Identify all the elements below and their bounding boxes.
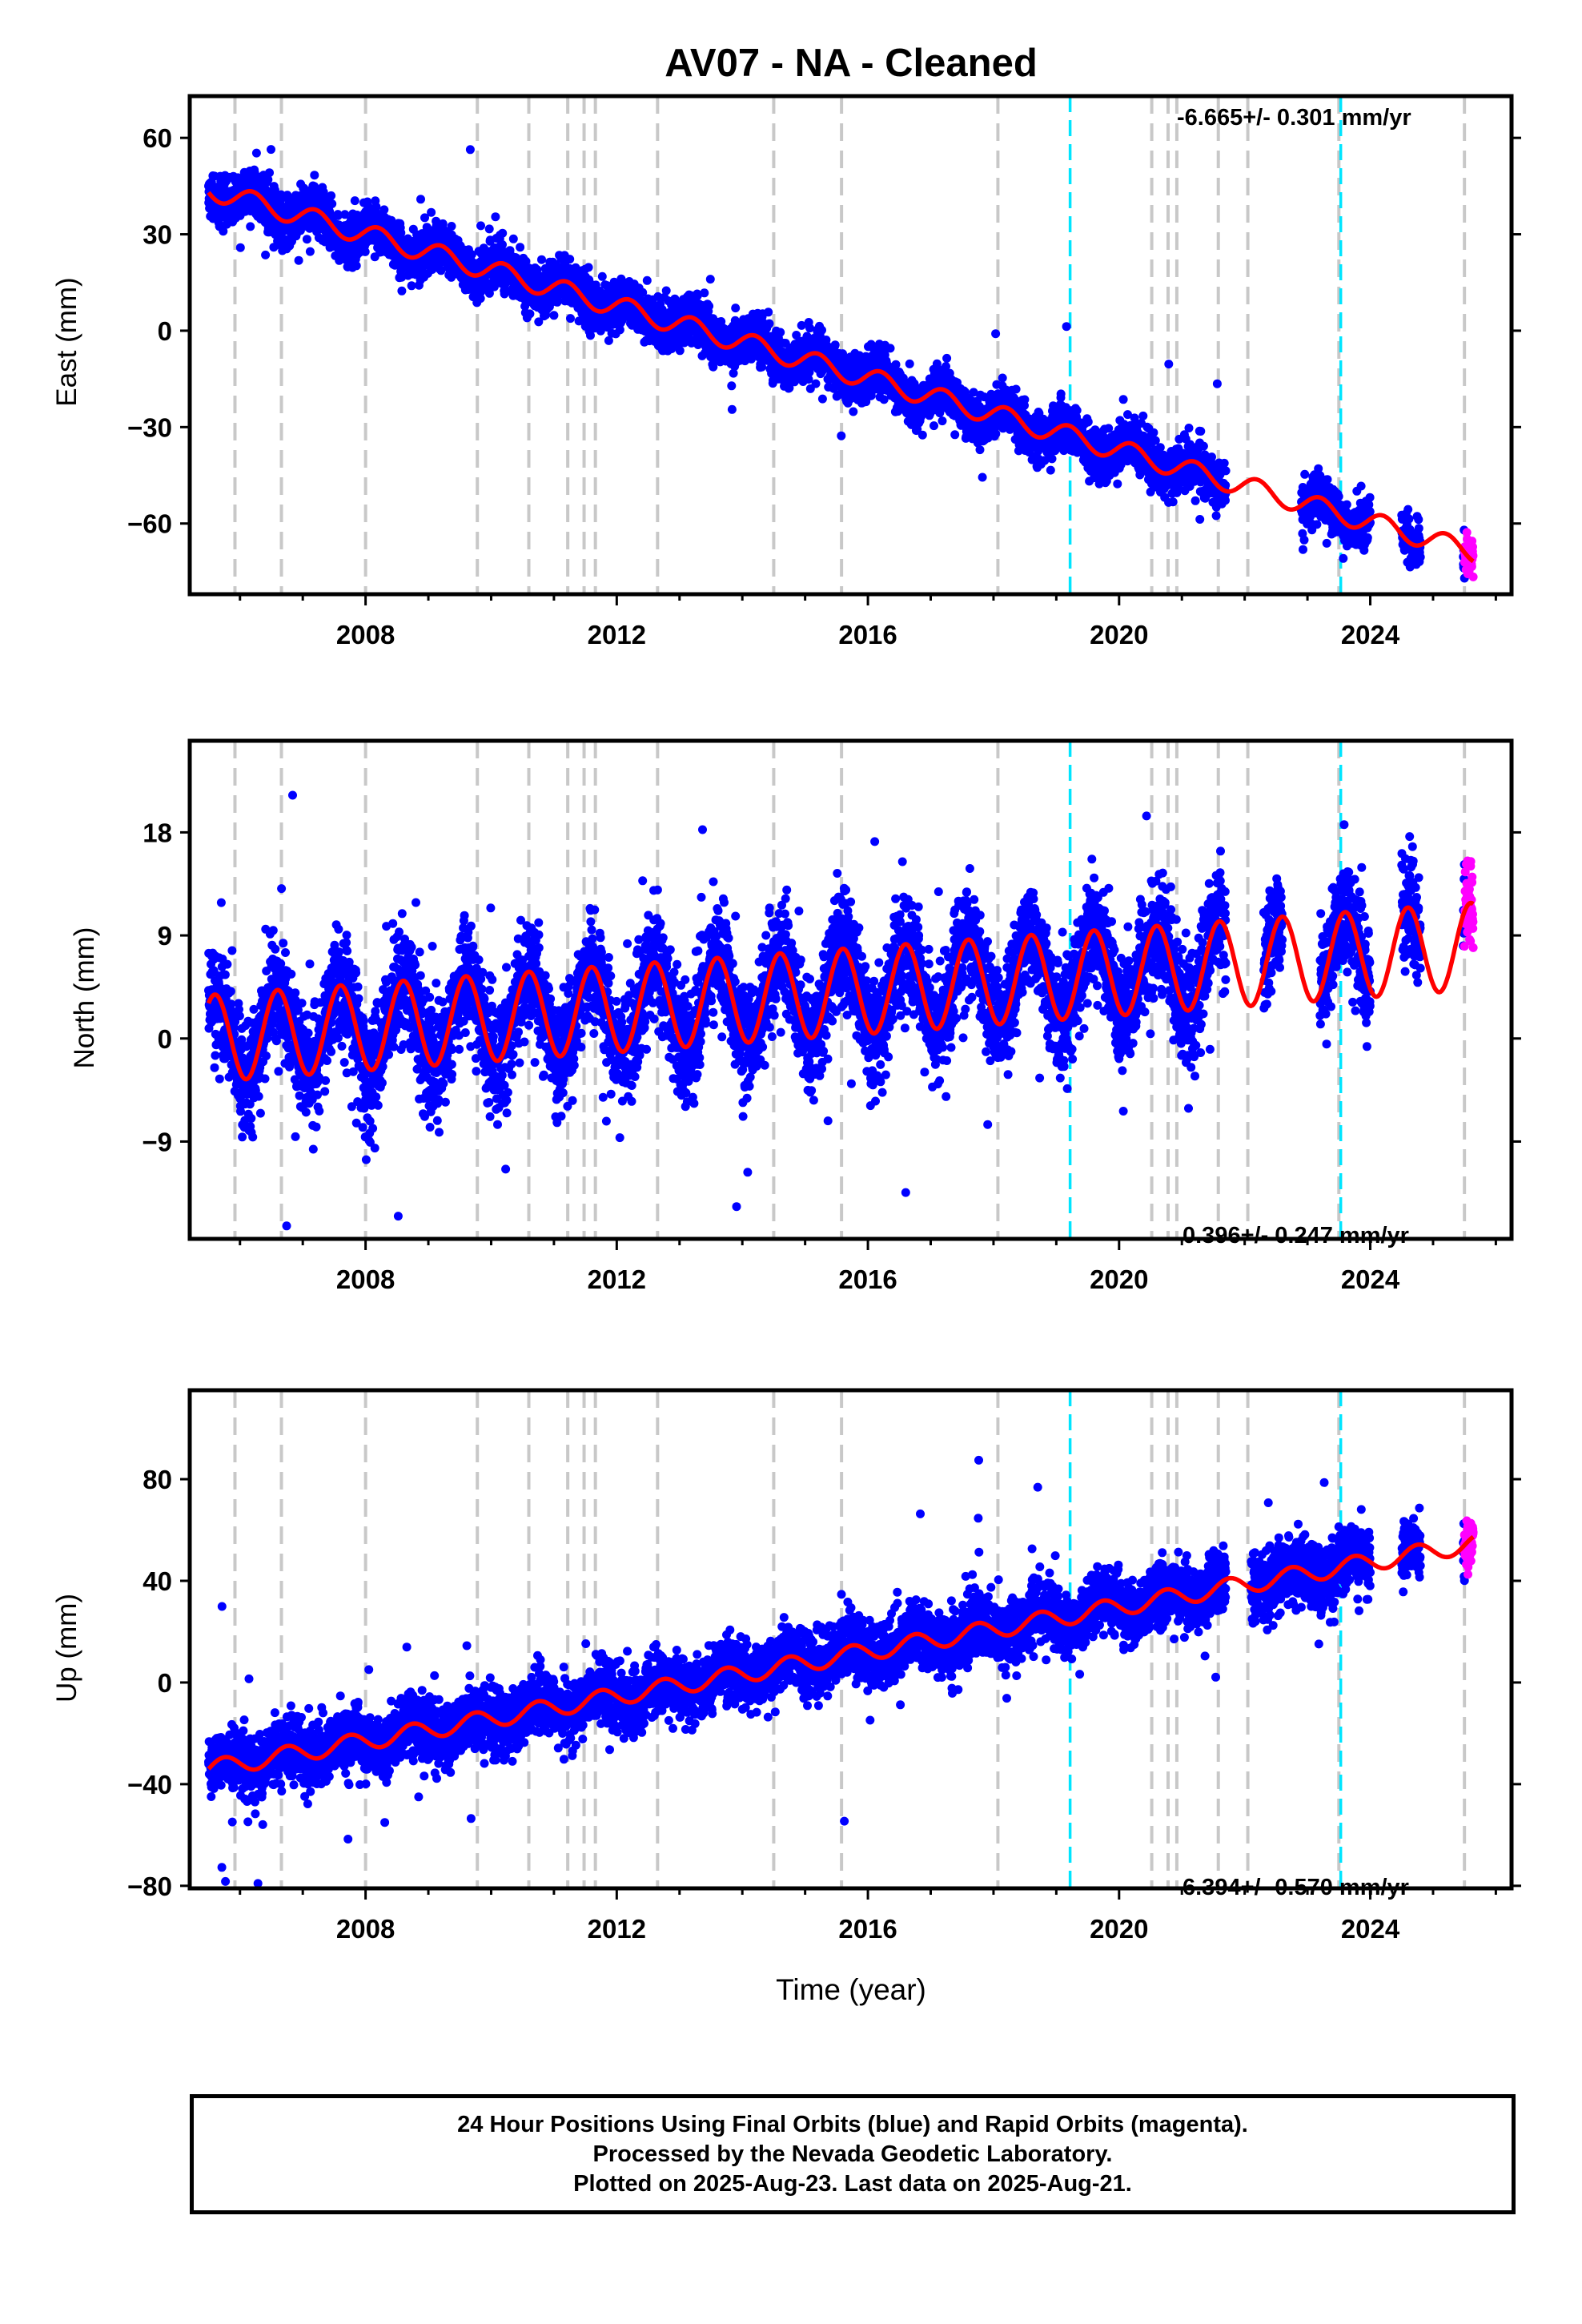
final-orbit-point bbox=[597, 271, 607, 281]
final-orbit-point bbox=[327, 191, 336, 200]
final-orbit-point bbox=[379, 205, 389, 215]
final-orbit-point bbox=[1056, 389, 1066, 399]
final-orbit-point bbox=[830, 340, 840, 350]
final-orbit-point bbox=[491, 212, 500, 222]
final-orbit-point bbox=[246, 222, 255, 231]
final-orbit-point bbox=[586, 331, 595, 340]
final-orbit-point bbox=[1020, 395, 1030, 404]
final-orbit-point bbox=[484, 224, 494, 234]
final-orbit-point bbox=[310, 171, 319, 180]
ylabel-east: East (mm) bbox=[51, 277, 82, 406]
final-orbit-point bbox=[537, 255, 546, 264]
final-orbit-point bbox=[508, 234, 518, 243]
final-orbit-point bbox=[950, 430, 960, 440]
final-orbit-point bbox=[351, 261, 361, 271]
final-orbit-point bbox=[700, 288, 709, 298]
final-orbit-point bbox=[396, 228, 406, 238]
final-orbit-point bbox=[447, 222, 456, 231]
final-orbit-point bbox=[975, 445, 985, 455]
final-orbit-point bbox=[764, 308, 773, 317]
final-orbit-point bbox=[498, 228, 508, 238]
final-orbit-point bbox=[319, 187, 328, 197]
final-orbit-point bbox=[642, 275, 652, 285]
figure-title: AV07 - NA - Cleaned bbox=[665, 42, 1038, 85]
final-orbit-point bbox=[998, 373, 1007, 383]
final-orbit-points bbox=[204, 145, 1469, 583]
final-orbit-point bbox=[407, 281, 416, 291]
final-orbit-point bbox=[905, 359, 914, 368]
final-orbit-point bbox=[416, 195, 425, 204]
final-orbit-point bbox=[991, 329, 1001, 339]
final-orbit-point bbox=[849, 407, 858, 416]
final-orbit-point bbox=[991, 429, 1001, 439]
final-orbit-point bbox=[270, 185, 279, 195]
final-orbit-point bbox=[731, 304, 741, 313]
final-orbit-point bbox=[705, 275, 715, 284]
final-orbit-point bbox=[885, 344, 895, 353]
final-orbit-point bbox=[267, 145, 275, 155]
final-orbit-point bbox=[549, 311, 559, 320]
final-orbit-point bbox=[427, 207, 436, 217]
final-orbit-point bbox=[727, 404, 737, 414]
final-orbit-point bbox=[516, 243, 525, 252]
final-orbit-point bbox=[942, 353, 952, 363]
final-orbit-point bbox=[917, 430, 927, 440]
final-orbit-point bbox=[465, 145, 475, 155]
final-orbit-point bbox=[265, 168, 274, 178]
final-orbit-point bbox=[675, 346, 685, 356]
plot-area bbox=[204, 96, 1478, 594]
final-orbit-point bbox=[661, 286, 671, 296]
final-orbit-point bbox=[276, 190, 286, 199]
final-orbit-point bbox=[305, 247, 315, 256]
final-orbit-point bbox=[476, 294, 485, 304]
final-orbit-point bbox=[489, 282, 499, 292]
final-orbit-point bbox=[251, 148, 261, 158]
final-orbit-point bbox=[938, 416, 947, 426]
final-orbit-point bbox=[521, 256, 531, 266]
final-orbit-point bbox=[438, 219, 448, 228]
final-orbit-point bbox=[525, 309, 535, 319]
final-orbit-point bbox=[566, 314, 575, 324]
final-orbit-point bbox=[467, 250, 476, 259]
final-orbit-point bbox=[817, 394, 827, 404]
final-orbit-point bbox=[498, 240, 507, 249]
final-orbit-point bbox=[350, 196, 359, 206]
final-orbit-point bbox=[1046, 465, 1055, 475]
final-orbit-point bbox=[811, 379, 821, 388]
final-orbit-point bbox=[930, 421, 938, 431]
final-orbit-point bbox=[436, 266, 446, 275]
final-orbit-point bbox=[397, 286, 407, 296]
final-orbit-point bbox=[333, 211, 343, 220]
final-orbit-point bbox=[261, 250, 271, 259]
final-orbit-point bbox=[371, 202, 381, 211]
final-orbit-point bbox=[294, 255, 303, 265]
final-orbit-point bbox=[1011, 384, 1021, 394]
final-orbit-point bbox=[565, 255, 575, 264]
final-orbit-point bbox=[837, 431, 846, 440]
final-orbit-point bbox=[978, 472, 987, 482]
final-orbit-point bbox=[534, 317, 544, 327]
final-orbit-point bbox=[340, 210, 350, 219]
final-orbit-point bbox=[235, 243, 245, 252]
final-orbit-point bbox=[727, 381, 737, 391]
final-orbit-point bbox=[776, 328, 785, 337]
final-orbit-point bbox=[420, 213, 429, 223]
final-orbit-point bbox=[302, 235, 311, 244]
final-orbit-point bbox=[1047, 454, 1057, 464]
final-orbit-point bbox=[532, 265, 542, 275]
final-orbit-point bbox=[360, 247, 370, 256]
final-orbit-point bbox=[584, 263, 593, 272]
final-orbit-point bbox=[476, 221, 485, 231]
final-orbit-point bbox=[765, 319, 774, 328]
final-orbit-point bbox=[219, 227, 228, 236]
final-orbit-point bbox=[817, 325, 826, 335]
final-orbit-point bbox=[705, 301, 714, 311]
final-orbit-point bbox=[327, 199, 337, 208]
final-orbit-point bbox=[263, 175, 273, 184]
